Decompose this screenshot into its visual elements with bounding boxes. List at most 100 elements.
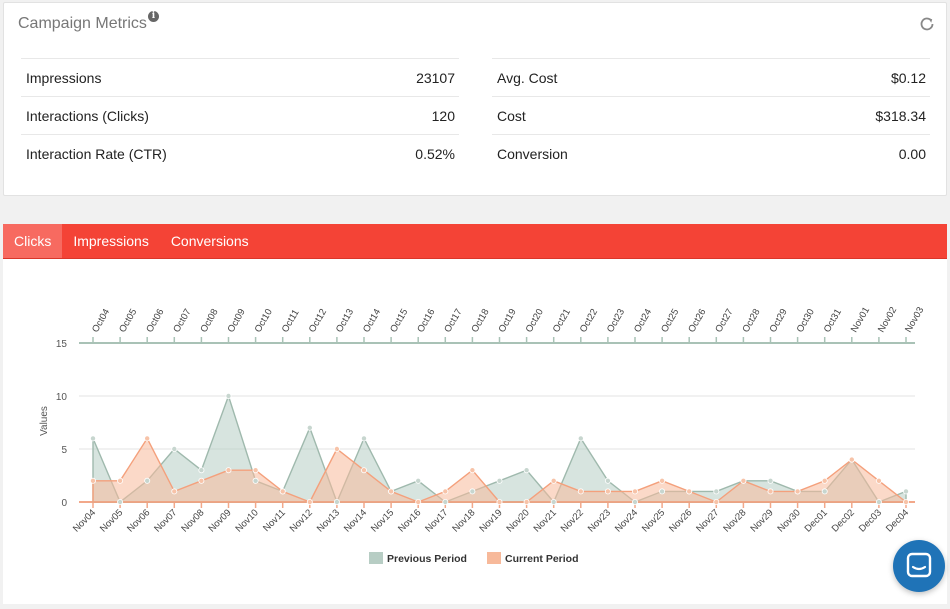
refresh-icon[interactable]	[918, 15, 936, 33]
top-x-tick-label: Oct08	[198, 307, 220, 334]
data-point	[577, 488, 584, 495]
bottom-x-tick-label: Nov06	[125, 507, 152, 534]
data-point	[577, 435, 584, 442]
top-x-tick-label: Oct19	[497, 307, 519, 334]
bottom-x-tick-label: Nov07	[152, 507, 179, 534]
clicks-area-chart: 0 5 10 15 Values Oct04 Oct05 Oct06 Oct07 Oct08 Oct…	[39, 305, 926, 565]
data-point	[686, 488, 693, 495]
top-x-tick-label: Oct25	[659, 307, 681, 334]
bottom-x-tick-label: Dec01	[803, 507, 830, 534]
data-point	[523, 498, 530, 505]
metric-value: 0.52%	[415, 145, 455, 162]
top-x-tick-label: Nov02	[876, 305, 899, 334]
data-point	[360, 467, 367, 474]
chart-tab-bar: Clicks Impressions Conversions	[3, 224, 947, 259]
top-x-tick-label: Oct05	[117, 307, 139, 334]
data-point	[903, 498, 910, 505]
data-point	[496, 498, 503, 505]
data-point	[550, 498, 557, 505]
data-point	[523, 467, 530, 474]
metric-row-impressions: Impressions 23107	[21, 58, 459, 96]
data-point	[117, 477, 124, 484]
metric-label: Avg. Cost	[497, 69, 558, 86]
tab-conversions[interactable]: Conversions	[170, 233, 249, 249]
bottom-x-tick-label: Nov12	[288, 507, 315, 534]
metric-row-clicks: Interactions (Clicks) 120	[21, 96, 459, 134]
top-x-tick-label: Oct11	[280, 308, 302, 335]
data-point	[794, 488, 801, 495]
top-x-tick-label: Oct04	[90, 307, 112, 334]
metric-row-avg-cost: Avg. Cost $0.12	[492, 58, 930, 96]
data-point	[90, 477, 97, 484]
top-x-tick-label: Oct21	[551, 307, 573, 334]
tab-impressions[interactable]: Impressions	[73, 233, 149, 249]
bottom-x-tick-label: Nov19	[477, 507, 504, 534]
metric-label: Interactions (Clicks)	[26, 107, 149, 124]
data-point	[279, 488, 286, 495]
y-tick-label: 10	[56, 392, 68, 403]
data-point	[496, 477, 503, 484]
data-point	[442, 488, 449, 495]
top-x-tick-label: Oct22	[578, 307, 600, 334]
data-point	[848, 456, 855, 463]
top-x-tick-label: Oct23	[605, 307, 627, 334]
card-title: Campaign Metrics	[18, 15, 147, 32]
data-point	[415, 498, 422, 505]
metric-value: 120	[431, 107, 455, 124]
data-point	[144, 477, 151, 484]
bottom-x-tick-label: Nov13	[315, 507, 342, 534]
data-point	[713, 498, 720, 505]
metric-value: $0.12	[890, 69, 926, 86]
data-point	[117, 498, 124, 505]
metric-label: Conversion	[497, 145, 568, 162]
y-tick-label: 5	[61, 445, 67, 456]
top-x-tick-label: Oct30	[795, 307, 817, 334]
bottom-x-tick-label: Nov17	[423, 507, 450, 534]
bottom-x-tick-label: Dec03	[857, 507, 884, 534]
data-point	[469, 467, 476, 474]
data-point	[821, 488, 828, 495]
bottom-x-tick-label: Nov22	[559, 507, 586, 534]
bottom-x-tick-label: Nov16	[396, 507, 423, 534]
metric-label: Interaction Rate (CTR)	[26, 145, 167, 162]
data-point	[632, 498, 639, 505]
legend-label: Previous Period	[387, 553, 467, 565]
top-x-tick-label: Oct12	[307, 307, 329, 334]
data-point	[875, 477, 882, 484]
data-point	[306, 498, 313, 505]
data-point	[550, 477, 557, 484]
data-point	[225, 467, 232, 474]
data-point	[442, 498, 449, 505]
bottom-x-tick-label: Nov11	[261, 507, 288, 534]
bottom-x-tick-label: Nov25	[640, 507, 667, 534]
card-title-wrap: Campaign Metrics i	[18, 11, 159, 33]
metric-row-ctr: Interaction Rate (CTR) 0.52%	[21, 134, 459, 172]
metric-label: Impressions	[26, 69, 102, 86]
tab-clicks[interactable]: Clicks	[3, 224, 63, 258]
info-icon[interactable]: i	[147, 11, 159, 22]
chart-area: 0 5 10 15 Values Oct04 Oct05 Oct06 Oct07 Oct08 Oct…	[3, 259, 947, 604]
bottom-x-tick-label: Dec02	[830, 507, 857, 534]
campaign-metrics-card: Campaign Metrics i Impressions 23107 Inte…	[3, 2, 947, 196]
y-tick-label: 15	[56, 339, 68, 350]
metric-value: 23107	[416, 69, 455, 86]
top-x-tick-label: Oct26	[686, 307, 708, 334]
chat-button[interactable]	[893, 540, 945, 592]
y-tick-label: 0	[61, 498, 67, 509]
bottom-x-tick-label: Dec04	[884, 507, 911, 534]
data-point	[388, 488, 395, 495]
bottom-x-tick-label: Nov18	[450, 507, 477, 534]
top-x-tick-label: Oct06	[144, 307, 166, 334]
data-point	[306, 424, 313, 431]
data-point	[632, 488, 639, 495]
legend-swatch	[369, 552, 383, 564]
top-x-tick-label: Oct10	[253, 307, 275, 334]
data-point	[333, 498, 340, 505]
data-point	[90, 435, 97, 442]
bottom-x-tick-label: Nov23	[586, 507, 613, 534]
data-point	[767, 477, 774, 484]
data-point	[604, 477, 611, 484]
top-x-tick-label: Nov01	[849, 305, 872, 334]
top-x-tick-label: Oct15	[388, 307, 410, 334]
top-x-tick-label: Oct28	[740, 307, 762, 334]
